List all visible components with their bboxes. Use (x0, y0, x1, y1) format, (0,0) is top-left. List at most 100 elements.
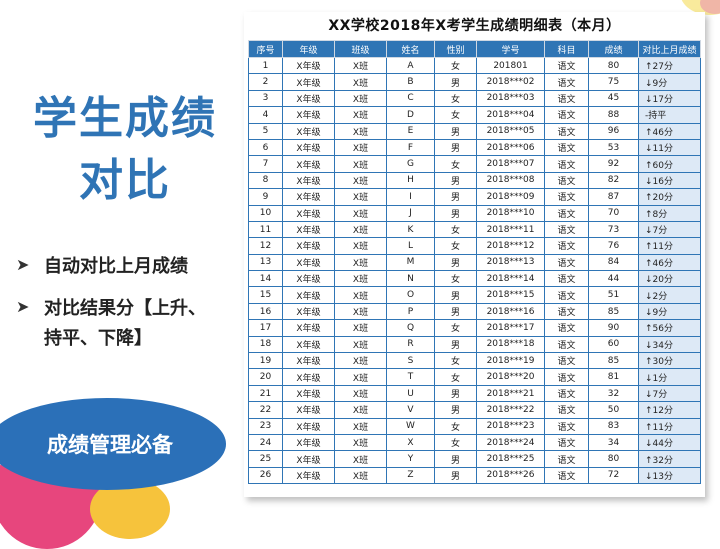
table-cell: X班 (334, 237, 387, 255)
slide-title-line2: 对比 (79, 155, 171, 206)
table-cell: 男 (434, 466, 477, 485)
table-cell: 女 (434, 368, 477, 386)
table-cell: 10 (248, 204, 283, 222)
column-header[interactable]: 学号 (476, 40, 545, 58)
compare-cell: ↑30分 (638, 352, 701, 370)
compare-cell: ↓13分 (638, 466, 701, 485)
column-header[interactable]: 姓名 (386, 40, 435, 58)
table-cell: X年级 (282, 335, 335, 354)
table-cell: 2018***12 (476, 237, 545, 255)
table-cell: Q (386, 319, 435, 337)
column-header[interactable]: 班级 (334, 40, 387, 58)
table-cell: 26 (248, 466, 283, 485)
badge-pill: 成绩管理必备 (0, 398, 226, 490)
table-cell: X年级 (282, 253, 335, 272)
compare-cell: ↑46分 (638, 122, 701, 140)
table-cell: 19 (248, 352, 283, 370)
table-cell: 87 (588, 188, 639, 206)
bullet-item: ➤ 自动对比上月成绩 (14, 252, 239, 282)
table-cell: 语文 (544, 417, 589, 435)
table-row: 9 X年级 X班 I 男 2018***09 语文 87 ↑20分 (248, 188, 701, 206)
table-cell: 2018***14 (476, 270, 545, 288)
compare-cell: ↓7分 (638, 220, 701, 239)
table-cell: 20 (248, 368, 283, 386)
table-cell: 语文 (544, 319, 589, 337)
table-cell: 53 (588, 138, 639, 157)
table-cell: A (386, 56, 435, 75)
table-cell: X年级 (282, 270, 335, 288)
table-cell: 4 (248, 106, 283, 124)
table-cell: 女 (434, 56, 477, 75)
table-cell: 80 (588, 450, 639, 468)
table-row: 11 X年级 X班 K 女 2018***11 语文 73 ↓7分 (248, 220, 701, 239)
table-cell: 女 (434, 89, 477, 108)
table-cell: 男 (434, 204, 477, 222)
table-cell: 60 (588, 335, 639, 354)
column-header[interactable]: 科目 (544, 40, 589, 58)
table-cell: X年级 (282, 89, 335, 108)
table-row: 18 X年级 X班 R 男 2018***18 语文 60 ↓34分 (248, 335, 701, 354)
column-header[interactable]: 性别 (434, 40, 477, 58)
table-cell: 22 (248, 401, 283, 419)
compare-cell: ↑12分 (638, 401, 701, 419)
table-cell: 语文 (544, 89, 589, 108)
column-header[interactable]: 成绩 (588, 40, 639, 58)
table-cell: 男 (434, 73, 477, 91)
table-cell: 32 (588, 384, 639, 403)
table-cell: 男 (434, 384, 477, 403)
table-cell: X班 (334, 253, 387, 272)
table-cell: 语文 (544, 335, 589, 354)
table-cell: 男 (434, 286, 477, 304)
table-cell: X班 (334, 319, 387, 337)
table-cell: 2018***22 (476, 401, 545, 419)
table-cell: 2018***11 (476, 220, 545, 239)
table-cell: 2018***04 (476, 106, 545, 124)
table-cell: X年级 (282, 188, 335, 206)
table-cell: 5 (248, 122, 283, 140)
table-cell: X年级 (282, 368, 335, 386)
slide-title-line1: 学生成绩 (33, 93, 217, 144)
table-row: 13 X年级 X班 M 男 2018***13 语文 84 ↑46分 (248, 253, 701, 272)
table-cell: 语文 (544, 73, 589, 91)
table-cell: 男 (434, 188, 477, 206)
table-cell: X班 (334, 302, 387, 321)
table-cell: X年级 (282, 138, 335, 157)
table-cell: 2018***02 (476, 73, 545, 91)
table-cell: 2018***25 (476, 450, 545, 468)
arrow-bullet-icon: ➤ (16, 297, 30, 316)
table-cell: X年级 (282, 106, 335, 124)
table-cell: 92 (588, 155, 639, 173)
column-header[interactable]: 年级 (282, 40, 335, 58)
table-row: 4 X年级 X班 D 女 2018***04 语文 88 -持平 (248, 106, 701, 124)
table-cell: 51 (588, 286, 639, 304)
table-cell: X年级 (282, 73, 335, 91)
table-cell: C (386, 89, 435, 108)
table-cell: X年级 (282, 171, 335, 190)
table-cell: X班 (334, 368, 387, 386)
table-cell: 语文 (544, 466, 589, 485)
column-header[interactable]: 对比上月成绩 (638, 40, 701, 58)
table-cell: 2018***09 (476, 188, 545, 206)
table-cell: 女 (434, 270, 477, 288)
table-cell: 语文 (544, 401, 589, 419)
column-header[interactable]: 序号 (248, 40, 283, 58)
table-cell: 女 (434, 155, 477, 173)
table-cell: 85 (588, 352, 639, 370)
compare-cell: ↓16分 (638, 171, 701, 190)
table-cell: X班 (334, 270, 387, 288)
table-cell: 语文 (544, 450, 589, 468)
score-table: 序号 年级 班级 姓名 性别 学号 科目 成绩 对比上月成绩 1 X年级 X班 A 女 201801 语文 8… (248, 40, 701, 485)
table-cell: 语文 (544, 368, 589, 386)
compare-cell: ↓34分 (638, 335, 701, 354)
table-cell: 语文 (544, 220, 589, 239)
compare-cell: ↓44分 (638, 433, 701, 452)
table-cell: Z (386, 466, 435, 485)
compare-cell: ↑32分 (638, 450, 701, 468)
table-cell: 11 (248, 220, 283, 239)
table-cell: 男 (434, 253, 477, 272)
table-cell: 2018***10 (476, 204, 545, 222)
table-cell: 语文 (544, 253, 589, 272)
table-cell: X班 (334, 89, 387, 108)
table-cell: X班 (334, 335, 387, 354)
compare-cell: -持平 (638, 106, 701, 124)
